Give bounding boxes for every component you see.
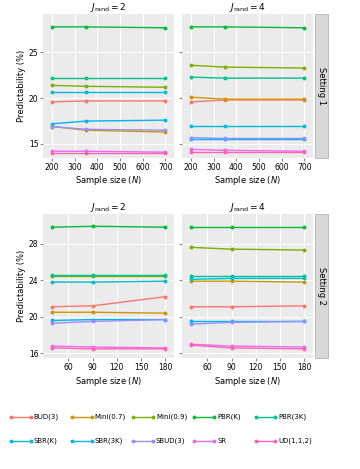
Text: Setting 1: Setting 1 bbox=[317, 67, 326, 105]
X-axis label: Sample size ($N$): Sample size ($N$) bbox=[75, 375, 142, 387]
Text: Setting 2: Setting 2 bbox=[317, 267, 326, 305]
Text: BUD(3): BUD(3) bbox=[33, 414, 59, 420]
Text: Mini(0.9): Mini(0.9) bbox=[156, 414, 187, 420]
Y-axis label: Predictability (%): Predictability (%) bbox=[17, 250, 26, 322]
Text: UD(1,1,2): UD(1,1,2) bbox=[278, 438, 312, 444]
Title: $J_{\rm rand} = 2$: $J_{\rm rand} = 2$ bbox=[90, 1, 127, 14]
X-axis label: Sample size ($N$): Sample size ($N$) bbox=[214, 375, 281, 387]
Text: PBR(3K): PBR(3K) bbox=[278, 414, 306, 420]
Title: $J_{\rm rand} = 4$: $J_{\rm rand} = 4$ bbox=[229, 201, 266, 214]
Title: $J_{\rm rand} = 4$: $J_{\rm rand} = 4$ bbox=[229, 1, 266, 14]
Text: SBUD(3): SBUD(3) bbox=[156, 438, 185, 444]
Text: SBR(3K): SBR(3K) bbox=[95, 438, 123, 444]
Text: Mini(0.7): Mini(0.7) bbox=[95, 414, 126, 420]
Text: SR: SR bbox=[217, 438, 226, 444]
X-axis label: Sample size ($N$): Sample size ($N$) bbox=[214, 174, 281, 187]
Title: $J_{\rm rand} = 2$: $J_{\rm rand} = 2$ bbox=[90, 201, 127, 214]
X-axis label: Sample size ($N$): Sample size ($N$) bbox=[75, 174, 142, 187]
Text: SBR(K): SBR(K) bbox=[33, 438, 57, 444]
Y-axis label: Predictability (%): Predictability (%) bbox=[17, 50, 26, 122]
Text: PBR(K): PBR(K) bbox=[217, 414, 241, 420]
